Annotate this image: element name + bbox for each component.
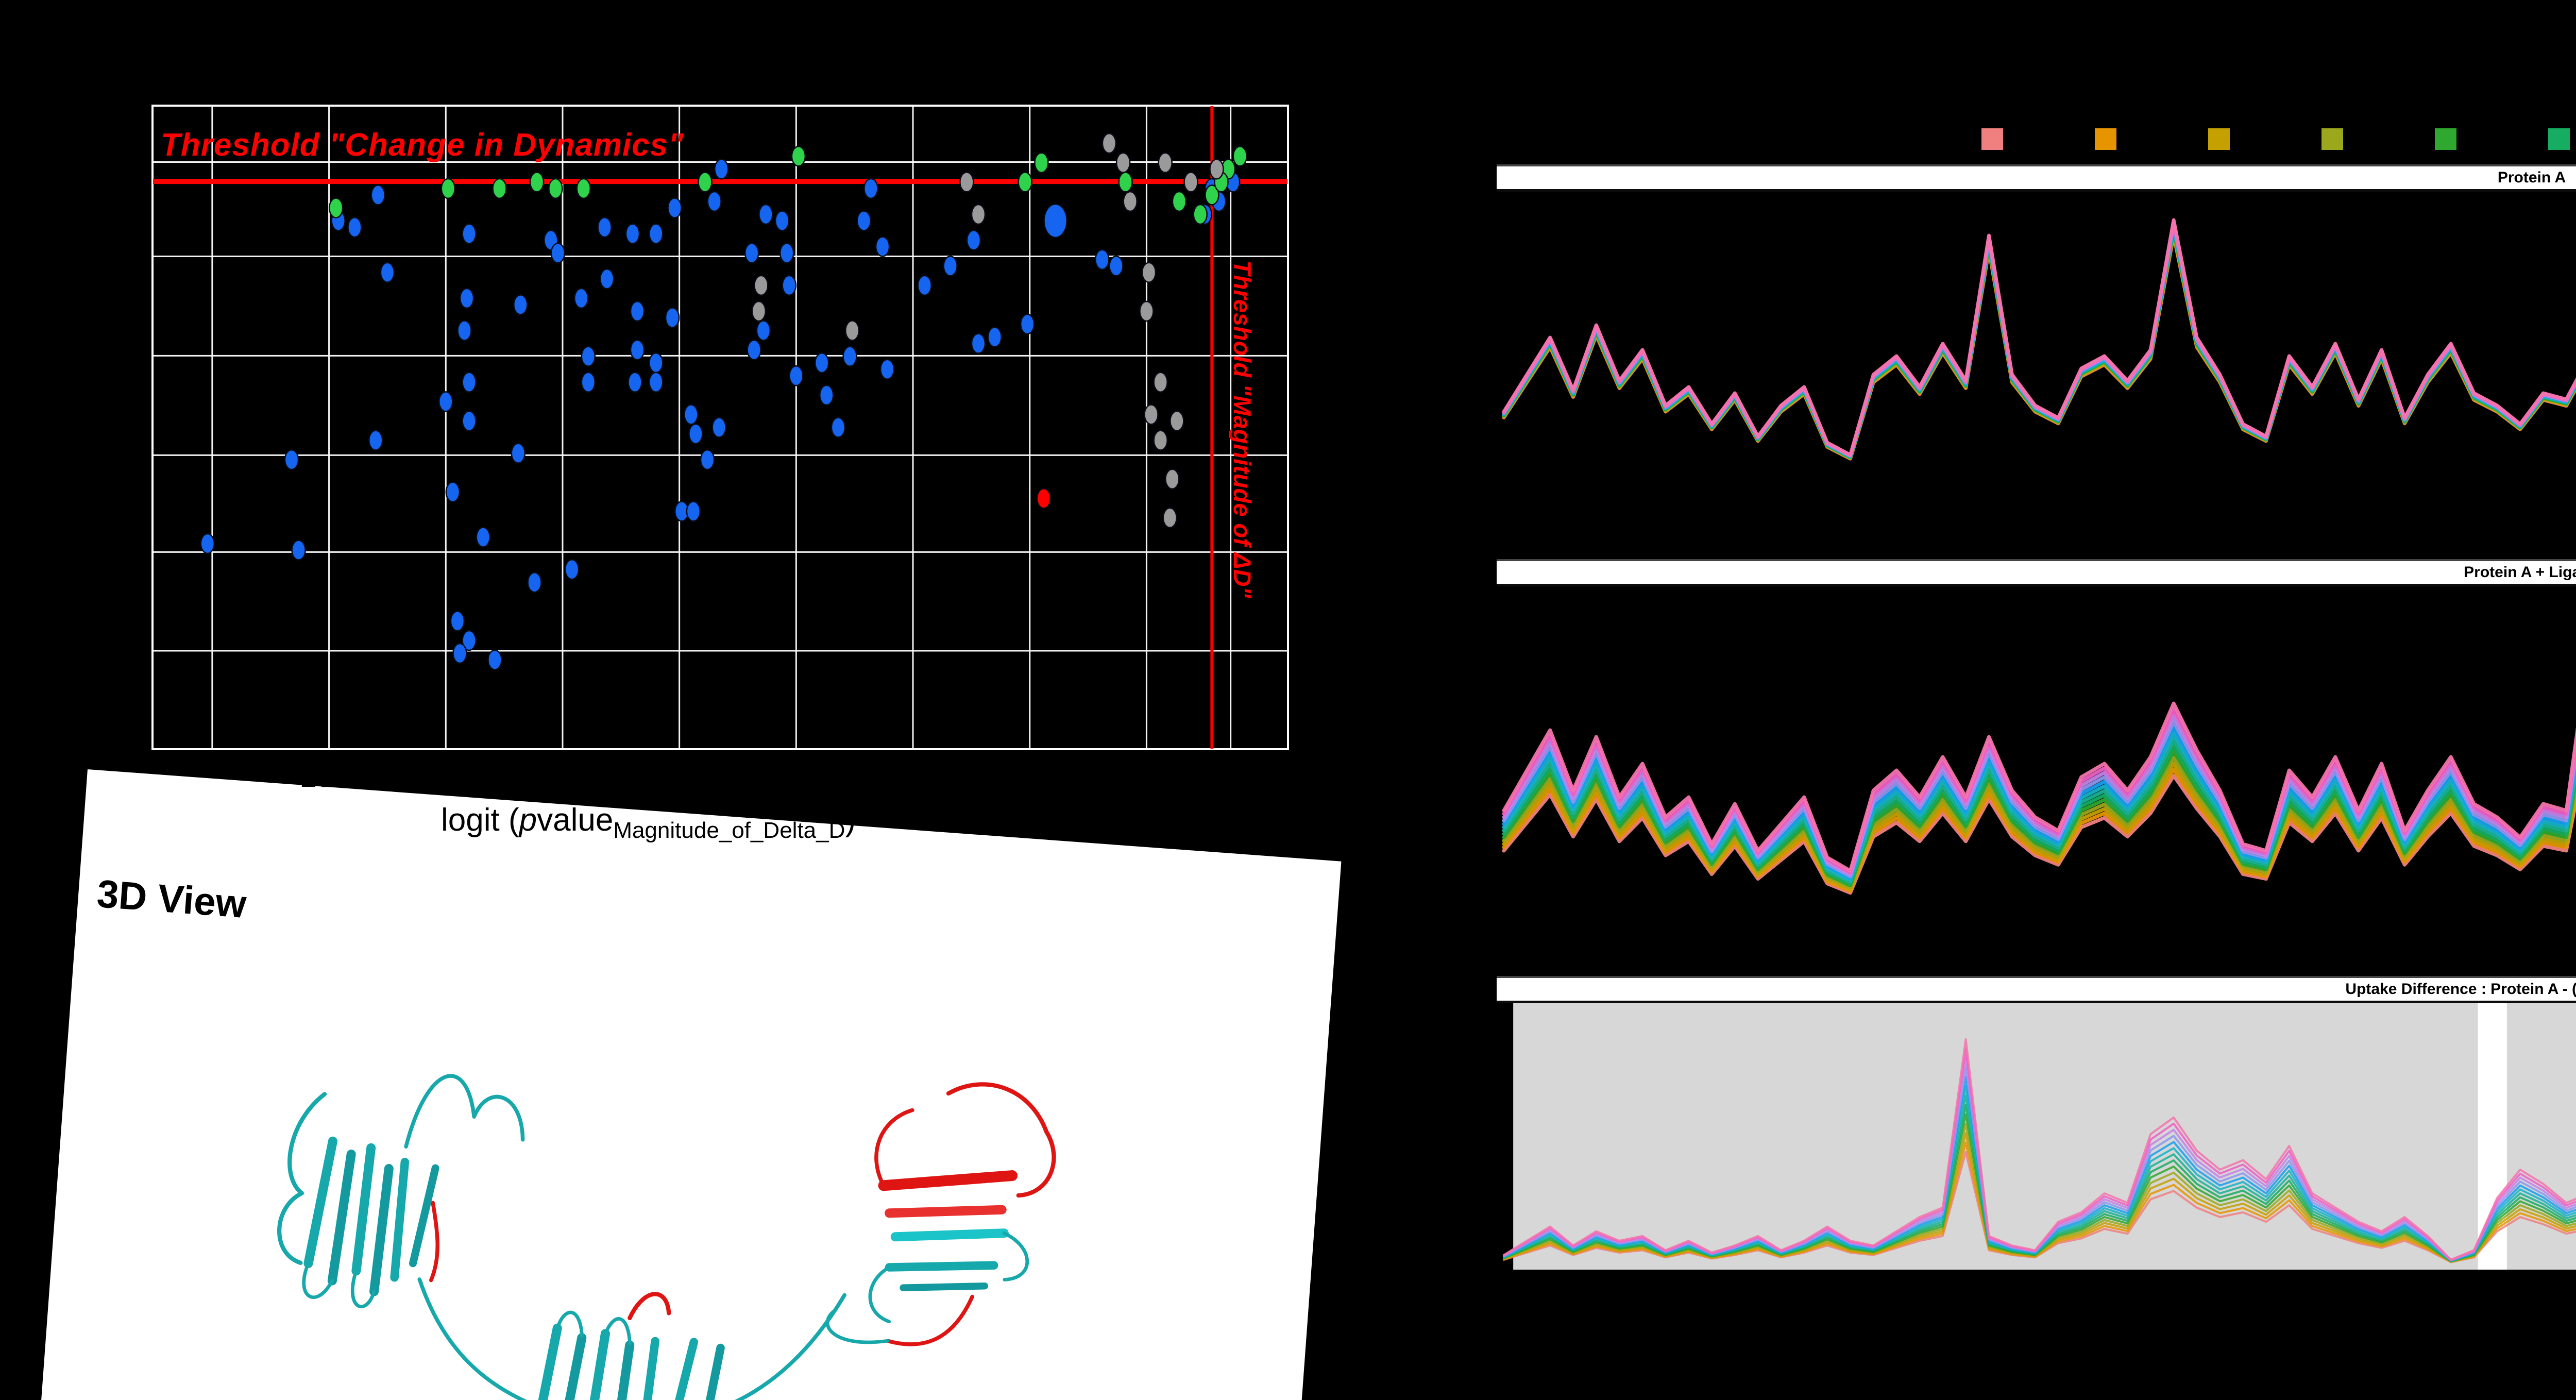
- volcano-canvas[interactable]: [151, 105, 1289, 750]
- uptake-difference-chart-canvas[interactable]: [1497, 1001, 2576, 1274]
- volcano-x-axis-label: logit (pvalueMagnitude_of_Delta_D): [441, 802, 856, 843]
- volcano-plot[interactable]: [151, 105, 1289, 753]
- panel-title-protein-a-ligand: Protein A + Ligand: [1497, 559, 2576, 586]
- uptake-chart-protein-a-ligand-canvas[interactable]: [1497, 584, 2576, 976]
- x-tick-minus-200: -200: [292, 762, 348, 793]
- legend-swatch[interactable]: [2435, 128, 2456, 150]
- threshold-magnitude-label: Threshold "Magnitude of ΔD": [1229, 260, 1256, 598]
- threshold-change-dynamics-label: Threshold "Change in Dynamics": [161, 127, 684, 163]
- legend-swatch[interactable]: [1981, 128, 2003, 150]
- legend-swatch[interactable]: [2321, 128, 2343, 150]
- uptake-chart-protein-a-canvas[interactable]: [1497, 189, 2576, 559]
- panel-title-uptake-difference: Uptake Difference : Protein A - (Protein…: [1497, 976, 2576, 1003]
- timepoint-legend: [1981, 128, 2576, 150]
- legend-swatch[interactable]: [2208, 128, 2230, 150]
- protein-ribbon-cartoon[interactable]: [166, 969, 1127, 1400]
- protein-3d-panel[interactable]: 3D View: [28, 769, 1342, 1400]
- x-tick-minus-100: -100: [532, 767, 588, 798]
- view3d-title: 3D View: [95, 872, 248, 927]
- legend-swatch[interactable]: [2095, 128, 2116, 150]
- panel-title-protein-a: Protein A: [1497, 164, 2576, 192]
- legend-swatch[interactable]: [2548, 128, 2570, 150]
- uptake-chart-protein-a-ligand[interactable]: [1497, 584, 2576, 979]
- uptake-chart-protein-a[interactable]: [1497, 189, 2576, 562]
- uptake-difference-chart[interactable]: [1497, 1001, 2576, 1276]
